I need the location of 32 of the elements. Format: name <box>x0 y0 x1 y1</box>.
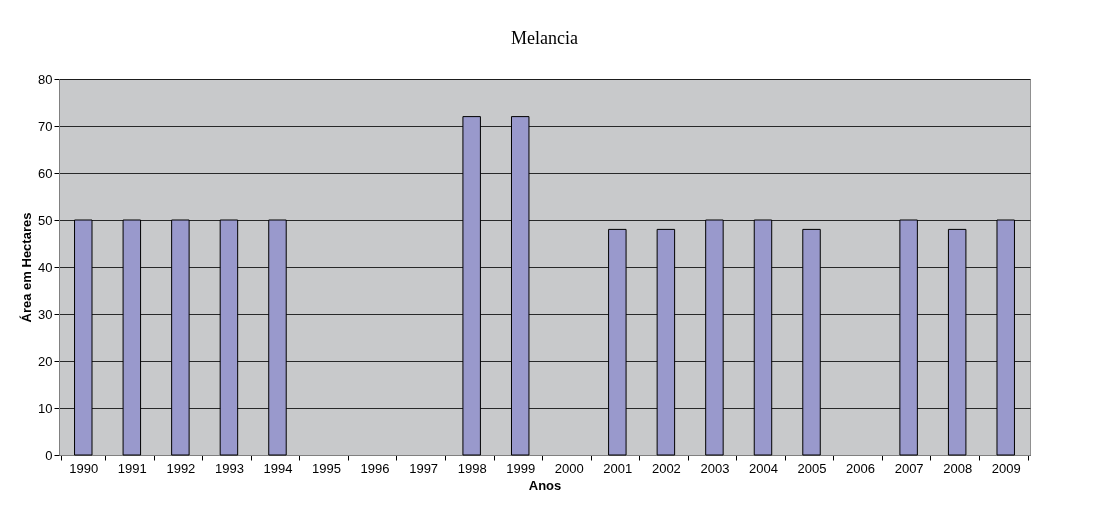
y-tick-label: 80 <box>38 71 53 87</box>
y-tick-label: 70 <box>38 118 53 134</box>
y-tick-label: 0 <box>45 447 53 463</box>
x-tick-label: 1998 <box>457 460 487 476</box>
y-tick-label: 60 <box>38 165 53 181</box>
x-tick-label: 1999 <box>506 460 536 476</box>
x-tick-label: 2000 <box>554 460 584 476</box>
y-axis-title: Área em Hectares <box>19 212 35 323</box>
x-tick-label: 1994 <box>263 460 293 476</box>
x-tick-label: 1992 <box>166 460 196 476</box>
y-tick-label: 50 <box>38 212 53 228</box>
x-tick-label: 2007 <box>894 460 924 476</box>
x-tick-label: 1990 <box>69 460 99 476</box>
x-tick-label: 1993 <box>214 460 244 476</box>
x-tick-label: 1996 <box>360 460 390 476</box>
x-axis-title: Anos <box>528 477 562 493</box>
y-tick-label: 20 <box>38 353 53 369</box>
x-tick-label: 2001 <box>603 460 633 476</box>
x-tick-label: 2003 <box>700 460 730 476</box>
y-tick-label: 10 <box>38 400 53 416</box>
x-tick-label: 1995 <box>312 460 341 476</box>
x-tick-label: 1997 <box>409 460 439 476</box>
x-tick-label: 2008 <box>943 460 973 476</box>
y-tick-label: 40 <box>38 259 53 275</box>
x-tick-label: 2009 <box>991 460 1021 476</box>
y-tick-label: 30 <box>38 306 53 322</box>
x-tick-label: 2006 <box>846 460 876 476</box>
x-tick-label: 2004 <box>749 460 778 476</box>
x-tick-label: 2002 <box>651 460 681 476</box>
x-tick-label: 1991 <box>117 460 147 476</box>
x-tick-label: 2005 <box>797 460 827 476</box>
chart-title: Melancia <box>511 28 578 48</box>
